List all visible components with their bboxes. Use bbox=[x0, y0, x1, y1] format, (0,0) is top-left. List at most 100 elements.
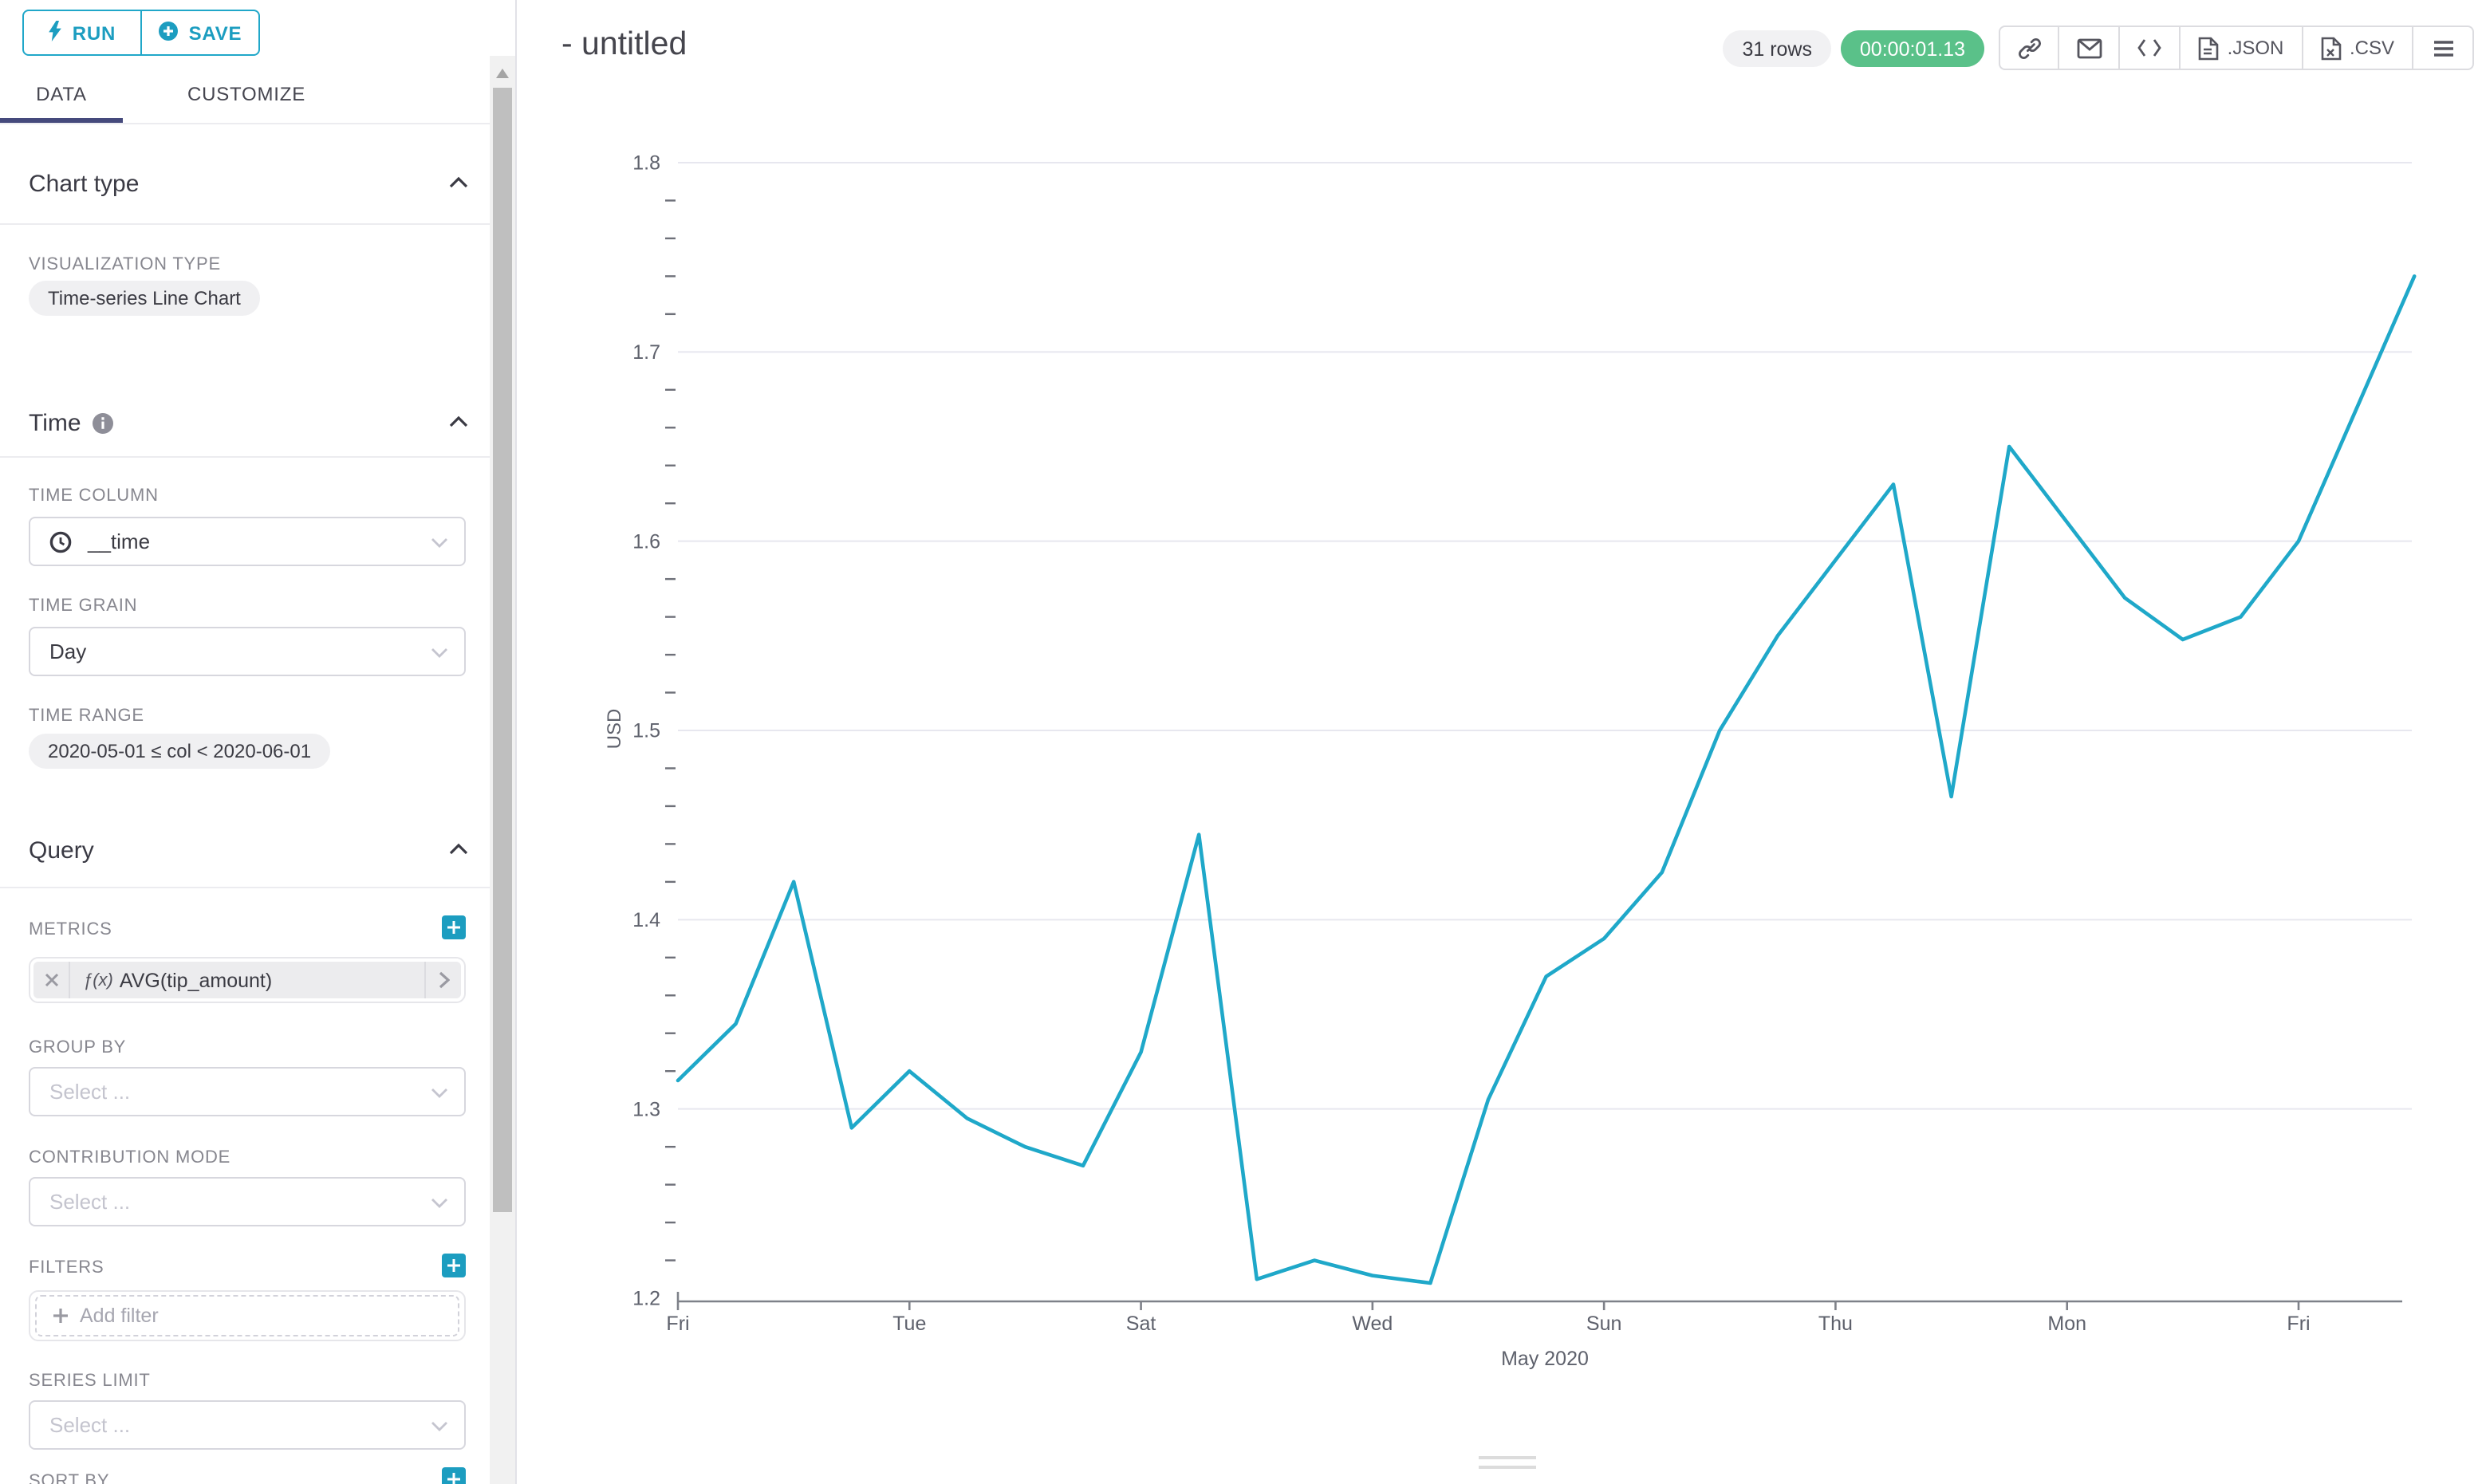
section-divider bbox=[0, 887, 490, 888]
caret-right-icon[interactable] bbox=[424, 962, 461, 998]
section-title: Chart type bbox=[29, 170, 140, 197]
time-column-value: __time bbox=[88, 529, 151, 553]
export-csv-button[interactable]: .CSV bbox=[2302, 27, 2412, 69]
clock-icon bbox=[49, 530, 72, 553]
panel-tabs: DATA CUSTOMIZE bbox=[0, 64, 490, 123]
plus-icon bbox=[53, 1309, 68, 1323]
group-by-placeholder: Select ... bbox=[49, 1080, 131, 1104]
svg-text:Fri: Fri bbox=[2287, 1313, 2310, 1335]
export-json-button[interactable]: .JSON bbox=[2179, 27, 2302, 69]
chevron-up-icon[interactable] bbox=[448, 836, 469, 864]
contribution-mode-select[interactable]: Select ... bbox=[29, 1177, 466, 1226]
section-divider bbox=[0, 223, 490, 225]
add-metric-button[interactable] bbox=[442, 915, 466, 939]
svg-text:Fri: Fri bbox=[666, 1313, 689, 1335]
group-by-select[interactable]: Select ... bbox=[29, 1067, 466, 1116]
more-options-button[interactable] bbox=[2412, 27, 2472, 69]
sidebar-scrollbar[interactable] bbox=[490, 56, 515, 1484]
viz-type-label: VISUALIZATION TYPE bbox=[29, 255, 221, 274]
section-title: Query bbox=[29, 836, 94, 864]
function-icon: ƒ(x) bbox=[83, 970, 113, 990]
scroll-up-arrow-icon[interactable] bbox=[496, 69, 509, 78]
add-filter-button[interactable]: Add filter bbox=[35, 1295, 459, 1336]
svg-text:May 2020: May 2020 bbox=[1501, 1348, 1589, 1370]
metrics-control: ƒ(x) AVG(tip_amount) bbox=[29, 957, 466, 1003]
svg-text:Wed: Wed bbox=[1352, 1313, 1393, 1335]
svg-text:1.8: 1.8 bbox=[632, 152, 660, 175]
save-button[interactable]: SAVE bbox=[140, 11, 258, 54]
header-actions-group: .JSON .CSV bbox=[1999, 26, 2474, 70]
svg-text:1.6: 1.6 bbox=[632, 530, 660, 553]
svg-text:1.7: 1.7 bbox=[632, 341, 660, 364]
query-timer-badge: 00:00:01.13 bbox=[1840, 30, 1984, 67]
control-panel-sidebar: RUN SAVE DATA CUSTOMIZE Chart type VISUA… bbox=[0, 0, 515, 1484]
time-grain-select[interactable]: Day bbox=[29, 627, 466, 676]
lightning-icon bbox=[49, 20, 63, 45]
timeseries-line-chart[interactable]: 1.2 1.3 1.4 1.5 1.6 1.7 1.8 Fri Tue Sat Wed Sun Thu M… bbox=[517, 0, 2482, 1484]
contribution-placeholder: Select ... bbox=[49, 1190, 131, 1214]
time-column-select[interactable]: __time bbox=[29, 517, 466, 566]
page-title[interactable]: - untitled bbox=[561, 26, 687, 62]
save-button-label: SAVE bbox=[188, 22, 242, 44]
contribution-mode-label: CONTRIBUTION MODE bbox=[29, 1148, 231, 1167]
tab-customize[interactable]: CUSTOMIZE bbox=[187, 82, 306, 104]
series-limit-placeholder: Select ... bbox=[49, 1413, 131, 1437]
plus-icon bbox=[447, 1259, 460, 1272]
envelope-icon bbox=[2076, 37, 2102, 58]
time-range-pill[interactable]: 2020-05-01 ≤ col < 2020-06-01 bbox=[29, 734, 331, 769]
run-button-label: RUN bbox=[72, 22, 116, 44]
remove-metric-icon[interactable] bbox=[33, 962, 70, 998]
sort-by-label: SORT BY bbox=[29, 1472, 110, 1484]
chart-area: - untitled 31 rows 00:00:01.13 .JSON .CS… bbox=[517, 0, 2482, 1484]
time-grain-label: TIME GRAIN bbox=[29, 596, 138, 616]
embed-code-button[interactable] bbox=[2118, 27, 2179, 69]
svg-text:1.3: 1.3 bbox=[632, 1098, 660, 1120]
viz-type-pill[interactable]: Time-series Line Chart bbox=[29, 281, 260, 316]
chevron-down-icon bbox=[431, 527, 448, 556]
export-csv-label: .CSV bbox=[2349, 37, 2394, 59]
section-query[interactable]: Query bbox=[29, 836, 469, 864]
plus-icon bbox=[447, 921, 460, 934]
file-json-icon bbox=[2199, 36, 2219, 60]
run-button[interactable]: RUN bbox=[24, 11, 140, 54]
chevron-down-icon bbox=[431, 637, 448, 666]
metric-name: AVG(tip_amount) bbox=[119, 969, 273, 991]
sidebar-divider bbox=[515, 0, 517, 1484]
series-limit-label: SERIES LIMIT bbox=[29, 1372, 151, 1391]
run-save-button-group: RUN SAVE bbox=[22, 10, 260, 56]
plus-circle-icon bbox=[159, 20, 179, 45]
email-button[interactable] bbox=[2058, 27, 2118, 69]
chevron-up-icon[interactable] bbox=[448, 408, 469, 437]
chevron-down-icon bbox=[431, 1187, 448, 1216]
section-divider bbox=[0, 456, 490, 458]
add-filter-plus-button[interactable] bbox=[442, 1254, 466, 1277]
link-icon bbox=[2018, 37, 2040, 58]
file-csv-icon bbox=[2321, 36, 2342, 60]
chevron-up-icon[interactable] bbox=[448, 169, 469, 198]
svg-text:1.5: 1.5 bbox=[632, 720, 660, 742]
section-time[interactable]: Time bbox=[29, 408, 469, 437]
copy-link-button[interactable] bbox=[2000, 27, 2058, 69]
plus-icon bbox=[447, 1473, 460, 1484]
metric-chip[interactable]: ƒ(x) AVG(tip_amount) bbox=[33, 962, 461, 998]
export-json-label: .JSON bbox=[2227, 37, 2284, 59]
time-grain-value: Day bbox=[49, 640, 87, 663]
svg-text:USD: USD bbox=[604, 709, 625, 750]
tab-data[interactable]: DATA bbox=[36, 82, 87, 104]
svg-text:Sat: Sat bbox=[1126, 1313, 1156, 1335]
section-chart-type[interactable]: Chart type bbox=[29, 169, 469, 198]
add-filter-label: Add filter bbox=[80, 1305, 159, 1327]
code-icon bbox=[2137, 39, 2161, 57]
section-title: Time bbox=[29, 409, 81, 436]
add-sort-by-button[interactable] bbox=[442, 1467, 466, 1484]
svg-text:Tue: Tue bbox=[892, 1313, 926, 1335]
resize-grip[interactable] bbox=[1479, 1466, 1536, 1469]
filters-control: Add filter bbox=[29, 1290, 466, 1341]
group-by-label: GROUP BY bbox=[29, 1038, 127, 1057]
scrollbar-thumb[interactable] bbox=[493, 88, 512, 1212]
svg-text:1.4: 1.4 bbox=[632, 909, 660, 931]
resize-grip[interactable] bbox=[1479, 1456, 1536, 1459]
time-range-label: TIME RANGE bbox=[29, 707, 144, 726]
time-column-label: TIME COLUMN bbox=[29, 486, 159, 506]
series-limit-select[interactable]: Select ... bbox=[29, 1400, 466, 1450]
